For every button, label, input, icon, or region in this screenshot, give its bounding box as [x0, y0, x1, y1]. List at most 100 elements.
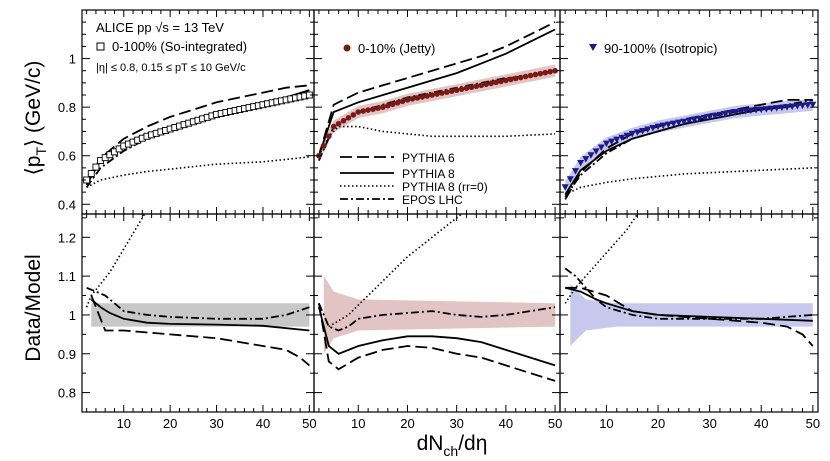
- x-tick-label: 30: [449, 416, 463, 431]
- panel-3-data-point: [752, 107, 760, 114]
- bottom-y-tick-label: 1: [69, 308, 76, 323]
- panel-2-ratio-pythia8: [318, 306, 556, 367]
- panel-3-data-point: [587, 152, 595, 159]
- panel-3-data-point: [597, 144, 605, 151]
- bottom-y-tick-label: 0.8: [58, 386, 76, 401]
- panel-3-data-point: [726, 109, 734, 117]
- panel-2-data-point: [409, 96, 416, 102]
- panel-2-data-point: [488, 80, 494, 87]
- panel-3-data-point: [654, 123, 662, 131]
- panel-3-ratio-pythia6: [565, 286, 814, 347]
- panel-2-model-pythia6: [318, 21, 556, 156]
- panel-3-data-point: [737, 108, 745, 116]
- panel-1-model-pythia8-rr0: [86, 156, 310, 189]
- x-tick-label: 20: [651, 416, 665, 431]
- panel-2-label: 0-10% (Jetty): [358, 41, 435, 56]
- panel-2-data-point: [453, 87, 460, 93]
- panel-2-data-point: [419, 94, 426, 100]
- panel-3-data-point: [799, 102, 807, 110]
- bottom-y-tick-label: 1.1: [58, 269, 76, 284]
- panel-1-ratio-epos: [86, 286, 310, 320]
- panel-2-data-point: [483, 81, 490, 88]
- panel-2-data-point: [330, 123, 337, 130]
- panel-2-data-point: [380, 104, 386, 110]
- panel-2-data-point: [325, 133, 332, 140]
- panel-3-data-point: [613, 136, 621, 144]
- panel-3-data-point: [778, 104, 786, 112]
- legend-marker-down-triangle: [589, 44, 597, 51]
- panel-3-data-point: [809, 101, 817, 109]
- x-axis-title: dNch/dη: [417, 432, 488, 459]
- panel-3-data-point: [742, 108, 750, 115]
- panel-3-data-point: [633, 129, 641, 136]
- panel-2-data-point: [463, 85, 470, 91]
- panel-2-data-point: [527, 72, 534, 79]
- panel-2-data-point: [350, 112, 357, 118]
- panel-2-data-point: [444, 89, 450, 95]
- x-tick-label: 10: [599, 416, 613, 431]
- panel-2-data-point: [321, 143, 327, 149]
- panel-2-data-point: [389, 101, 396, 108]
- x-tick-label: 30: [702, 416, 716, 431]
- x-tick-label: 40: [499, 416, 513, 431]
- legend-marker-filled-circle: [343, 44, 351, 52]
- panel-2-data-point: [434, 91, 440, 97]
- top-y-tick-label: 1: [69, 52, 76, 67]
- panel-3-data-point: [577, 160, 585, 167]
- bottom-y-tick-label: 0.9: [58, 347, 76, 362]
- panel-2-data-point: [508, 76, 514, 83]
- legend-label-pythia8: PYTHIA 8: [402, 167, 455, 181]
- panel-2-data-point: [375, 105, 381, 111]
- panel-2-data-point: [370, 106, 376, 112]
- panel-2-data-point: [424, 93, 430, 99]
- panel-2-data-point: [498, 78, 504, 85]
- panel-2-data-point: [414, 95, 421, 101]
- axis-ticks: 10 20 30 40 50 10 20 30 40 50 10 20 30 40 50 0.4 0.6 0.8 1…: [58, 10, 820, 431]
- panel-2-data-point: [547, 68, 553, 75]
- panel-1-data-point: [87, 170, 95, 177]
- panel-1-ratio-pythia8-rr0: [85, 214, 146, 308]
- panel-2-ratio-epos: [318, 302, 556, 332]
- panel-3-data-point: [804, 102, 812, 109]
- panel-3-data-point: [685, 117, 693, 125]
- panel-3-data-point: [618, 134, 626, 142]
- panel-2-data-point: [512, 75, 519, 82]
- panel-2-data-point: [473, 83, 480, 90]
- panel-3-data-point: [747, 107, 755, 115]
- x-tick-label: 50: [548, 416, 562, 431]
- panel-1-model-pythia6: [85, 84, 310, 183]
- x-tick-label: 50: [806, 416, 820, 431]
- panel-3-data-point: [628, 130, 636, 138]
- legend-label-pythia8-rr0: PYTHIA 8 (rr=0): [402, 180, 488, 194]
- panel-3-data-point: [623, 132, 631, 140]
- panel-2-data-point: [522, 73, 529, 80]
- panel-2-data-point: [517, 74, 524, 81]
- data-points: [83, 67, 817, 191]
- panel-2-data-point: [532, 71, 539, 78]
- panel-3-data-point: [788, 103, 796, 111]
- panel-3-data-point: [670, 120, 678, 128]
- panel-3-data-point: [566, 176, 574, 183]
- x-tick-label: 20: [400, 416, 414, 431]
- panel-3-data-point: [716, 111, 724, 119]
- panel-2-data-point: [335, 120, 342, 127]
- panel-2-data-point: [542, 69, 549, 76]
- panel-2-data-point: [399, 98, 406, 105]
- panel-3-data-point: [608, 138, 616, 146]
- x-tick-label: 40: [256, 416, 270, 431]
- panel-3-data-point: [602, 140, 610, 148]
- panel-2-data-point: [404, 97, 411, 103]
- panel-3-data-point: [731, 109, 739, 116]
- panel-3-data-point: [592, 148, 600, 155]
- panel-3-data-point: [571, 168, 579, 175]
- panel-1-ratio-pythia6: [90, 295, 310, 367]
- panel-3-data-point: [793, 103, 801, 110]
- panel-3-data-point: [773, 105, 781, 112]
- panel-3-data-point: [721, 110, 729, 118]
- panel-2-data-point: [429, 92, 435, 98]
- panel-2-data-point: [439, 90, 445, 96]
- panel-2-data-point: [345, 115, 352, 121]
- panel-3-ratio-pythia8-rr0: [564, 214, 639, 304]
- bottom-y-tick-label: 1.2: [58, 230, 76, 245]
- panel-3-data-point: [664, 121, 672, 129]
